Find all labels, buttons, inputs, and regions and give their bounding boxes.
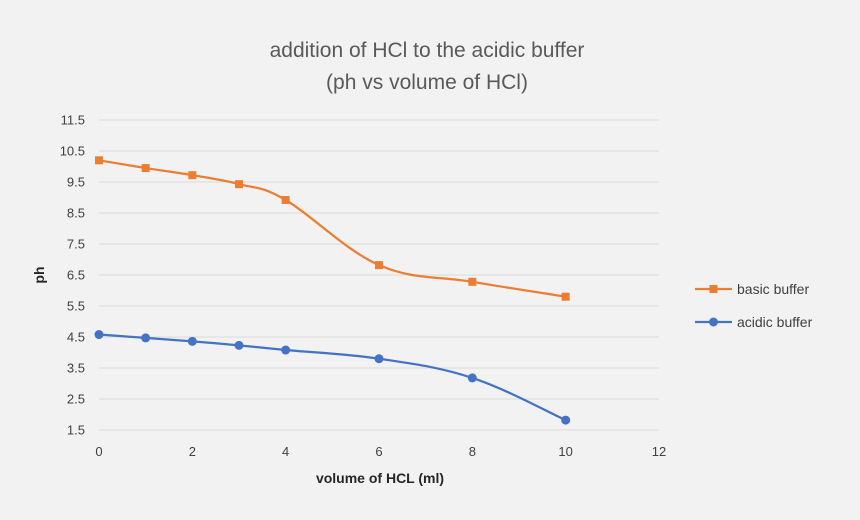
y-axis-ticks: 1.5 2.5 3.5 4.5 5.5 6.5 7.5 8.5 9.5 10.5 11.5 (60, 113, 85, 438)
series-acidic-buffer (94, 330, 571, 425)
y-tick-label: 10.5 (60, 144, 85, 159)
legend-label: basic buffer (737, 281, 809, 297)
x-tick-label: 6 (375, 444, 382, 459)
data-point-acidic-buffer (141, 333, 151, 343)
data-point-acidic-buffer (187, 336, 197, 346)
data-point-acidic-buffer (281, 345, 291, 355)
chart-title: addition of HCl to the acidic buffer (270, 39, 585, 62)
data-point-basic-buffer (561, 292, 570, 301)
y-tick-label: 2.5 (67, 392, 85, 407)
data-point-acidic-buffer (234, 340, 244, 350)
data-point-basic-buffer (235, 180, 243, 189)
y-tick-label: 7.5 (67, 237, 85, 252)
data-point-basic-buffer (141, 164, 150, 173)
y-axis-title: ph (31, 266, 47, 283)
data-point-acidic-buffer (561, 415, 571, 425)
data-point-acidic-buffer (467, 373, 477, 383)
data-point-basic-buffer (281, 195, 290, 204)
data-point-basic-buffer (95, 156, 103, 165)
y-tick-label: 6.5 (67, 268, 85, 283)
x-axis-title: volume of HCL (ml) (316, 470, 444, 486)
y-tick-label: 5.5 (67, 299, 85, 314)
x-tick-label: 0 (95, 444, 102, 459)
legend-marker (709, 317, 718, 327)
series-basic-buffer (95, 156, 570, 301)
y-tick-label: 1.5 (67, 423, 85, 438)
legend-item-basic-buffer: basic buffer (695, 281, 809, 297)
data-point-acidic-buffer (94, 330, 104, 340)
x-tick-label: 8 (469, 444, 476, 459)
series-layer (94, 156, 571, 425)
x-axis-ticks: 0 2 4 6 8 10 12 (95, 444, 666, 459)
data-point-basic-buffer (468, 277, 477, 286)
series-line-basic-buffer (98, 159, 566, 298)
x-tick-label: 4 (282, 444, 289, 459)
legend-item-acidic-buffer: acidic buffer (695, 314, 813, 330)
x-tick-label: 10 (558, 444, 572, 459)
y-tick-label: 9.5 (67, 175, 85, 190)
y-tick-label: 8.5 (67, 206, 85, 221)
y-tick-label: 3.5 (67, 361, 85, 376)
data-point-basic-buffer (188, 171, 197, 180)
x-tick-label: 12 (652, 444, 666, 459)
y-tick-label: 11.5 (61, 113, 85, 128)
x-tick-label: 2 (189, 444, 196, 459)
series-line-acidic-buffer (98, 333, 567, 422)
data-point-acidic-buffer (374, 354, 384, 364)
data-point-basic-buffer (375, 261, 383, 270)
legend-label: acidic buffer (737, 314, 813, 330)
chart-subtitle: (ph vs volume of HCl) (326, 71, 528, 94)
legend: basic buffer acidic buffer (695, 281, 813, 330)
y-tick-label: 4.5 (67, 330, 85, 345)
gridlines (99, 119, 659, 431)
legend-marker (709, 285, 718, 293)
